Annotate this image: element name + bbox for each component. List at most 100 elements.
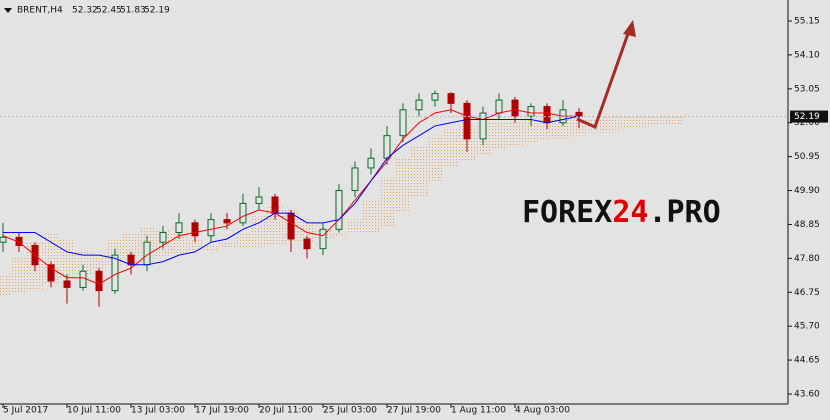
candle-body (127, 254, 135, 266)
watermark-part: FOREX (522, 195, 612, 230)
arrow-head (623, 20, 636, 37)
y-tick-label: 54.10 (794, 50, 820, 60)
y-tick-label: 50.95 (794, 152, 820, 162)
candle-body (207, 219, 215, 237)
candle-body (0, 236, 7, 243)
cloud-band (267, 206, 283, 246)
candle-body (335, 190, 343, 230)
candle-body (431, 93, 439, 101)
y-tick-label: 47.80 (794, 254, 820, 264)
cloud-band (619, 116, 635, 130)
candle-body (527, 106, 535, 117)
cloud-band (235, 232, 251, 249)
candle-body (239, 202, 247, 224)
watermark-part: .PRO (648, 195, 720, 230)
candle-body (543, 106, 551, 124)
candle-body (255, 196, 263, 204)
cloud-band (523, 119, 539, 143)
cloud-band (11, 258, 27, 294)
ohlc-low: 51.83 (120, 6, 146, 16)
cloud-band (539, 119, 555, 139)
cloud-band (507, 122, 523, 146)
candle-body (47, 264, 55, 282)
watermark: FOREX24.PRO (522, 195, 721, 230)
x-tick-label: 27 Jul 19:00 (387, 406, 441, 416)
cloud-band (75, 251, 91, 275)
cloud-band (59, 238, 75, 278)
cloud-band (651, 116, 667, 126)
cloud-band (187, 238, 203, 252)
cloud-band (635, 116, 651, 130)
candle-body (383, 135, 391, 159)
y-tick-label: 48.85 (794, 220, 820, 230)
cloud-band (331, 232, 347, 236)
y-tick-label: 55.15 (794, 16, 820, 26)
cloud-band (363, 200, 379, 233)
candle-body (191, 222, 199, 237)
cloud-band (427, 135, 443, 181)
cloud-band (603, 116, 619, 133)
cloud-band (347, 219, 363, 233)
candle-body (223, 219, 231, 224)
y-tick-label: 44.65 (794, 356, 820, 366)
candle-body (95, 270, 103, 292)
ohlc-close: 52.19 (144, 6, 170, 16)
y-tick-label: 53.05 (794, 84, 820, 94)
last-price-box (790, 110, 828, 123)
cloud-band (123, 232, 139, 259)
candle-body (367, 157, 375, 169)
y-tick-label: 52.00 (794, 118, 820, 128)
symbol: BRENT,H4 (17, 6, 63, 16)
candle-body (479, 112, 487, 140)
candle-body (175, 222, 183, 234)
y-tick-label: 49.90 (794, 186, 820, 196)
cloud-band (91, 255, 107, 269)
ohlc-high: 52.45 (96, 6, 122, 16)
x-tick-label: 5 Jul 2017 (3, 406, 48, 416)
cloud-band (491, 122, 507, 149)
cloud-band (203, 245, 219, 252)
cloud-band (251, 216, 267, 249)
y-tick-label: 43.60 (794, 389, 820, 399)
cloud-band (555, 119, 571, 139)
candle-body (271, 196, 279, 214)
y-tick-label: 45.70 (794, 322, 820, 332)
cloud-band (443, 129, 459, 168)
last-price-label: 52.19 (794, 112, 820, 122)
candle-body (287, 212, 295, 240)
cloud-band (299, 219, 315, 243)
candle-body (511, 99, 519, 117)
cloud-band (219, 242, 235, 249)
dropdown-icon (4, 8, 12, 13)
candle-body (399, 109, 407, 137)
x-tick-label: 17 Jul 19:00 (195, 406, 249, 416)
candle-body (415, 99, 423, 111)
x-tick-label: 10 Jul 11:00 (67, 406, 121, 416)
candle-body (63, 280, 71, 288)
candle-body (463, 102, 471, 140)
candle-body (303, 238, 311, 250)
watermark-part: 24 (612, 195, 648, 230)
indicator-line (3, 115, 580, 266)
candle-body (351, 167, 359, 192)
cloud-band (667, 116, 683, 126)
candle-body (447, 93, 455, 104)
candle-body (495, 99, 503, 114)
candle-body (319, 228, 327, 250)
cloud-band (379, 177, 395, 227)
forecast-arrow (576, 27, 632, 130)
x-tick-label: 1 Aug 11:00 (451, 406, 506, 416)
cloud-band (411, 145, 427, 197)
candle-body (79, 270, 87, 288)
ohlc-open: 52.32 (72, 6, 98, 16)
cloud-band (43, 232, 59, 285)
x-tick-label: 20 Jul 11:00 (259, 406, 313, 416)
candle-body (111, 254, 119, 292)
cloud-band (0, 274, 11, 298)
cloud-band (395, 158, 411, 214)
candle-body (159, 232, 167, 243)
y-tick-label: 46.75 (794, 288, 820, 298)
x-tick-label: 25 Jul 03:00 (323, 406, 377, 416)
x-tick-label: 4 Aug 03:00 (515, 406, 570, 416)
